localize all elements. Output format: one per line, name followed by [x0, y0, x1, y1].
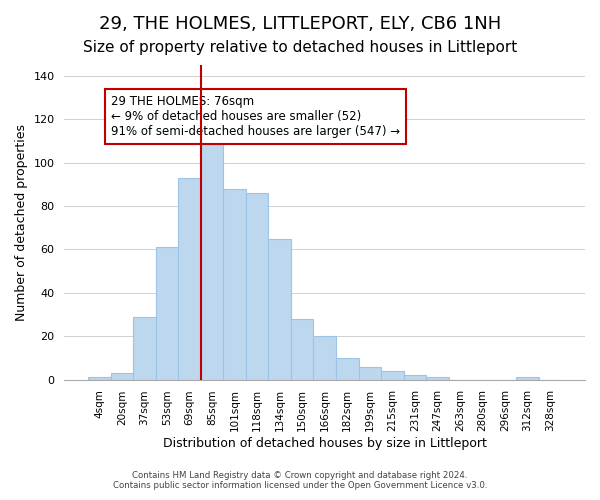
Bar — [155, 247, 178, 380]
Bar — [516, 378, 539, 380]
Text: Size of property relative to detached houses in Littleport: Size of property relative to detached ho… — [83, 40, 517, 55]
Bar — [133, 316, 155, 380]
Bar — [110, 373, 133, 380]
Bar — [201, 143, 223, 380]
Bar — [381, 371, 404, 380]
Bar — [246, 193, 268, 380]
Bar — [178, 178, 201, 380]
Y-axis label: Number of detached properties: Number of detached properties — [15, 124, 28, 321]
Bar — [223, 188, 246, 380]
Text: 29 THE HOLMES: 76sqm
← 9% of detached houses are smaller (52)
91% of semi-detach: 29 THE HOLMES: 76sqm ← 9% of detached ho… — [110, 96, 400, 138]
Text: 29, THE HOLMES, LITTLEPORT, ELY, CB6 1NH: 29, THE HOLMES, LITTLEPORT, ELY, CB6 1NH — [99, 15, 501, 33]
Bar — [291, 319, 313, 380]
X-axis label: Distribution of detached houses by size in Littleport: Distribution of detached houses by size … — [163, 437, 487, 450]
Bar — [313, 336, 336, 380]
Bar — [404, 376, 426, 380]
Bar — [88, 378, 110, 380]
Bar — [359, 366, 381, 380]
Bar — [268, 238, 291, 380]
Text: Contains HM Land Registry data © Crown copyright and database right 2024.
Contai: Contains HM Land Registry data © Crown c… — [113, 470, 487, 490]
Bar — [336, 358, 359, 380]
Bar — [426, 378, 449, 380]
